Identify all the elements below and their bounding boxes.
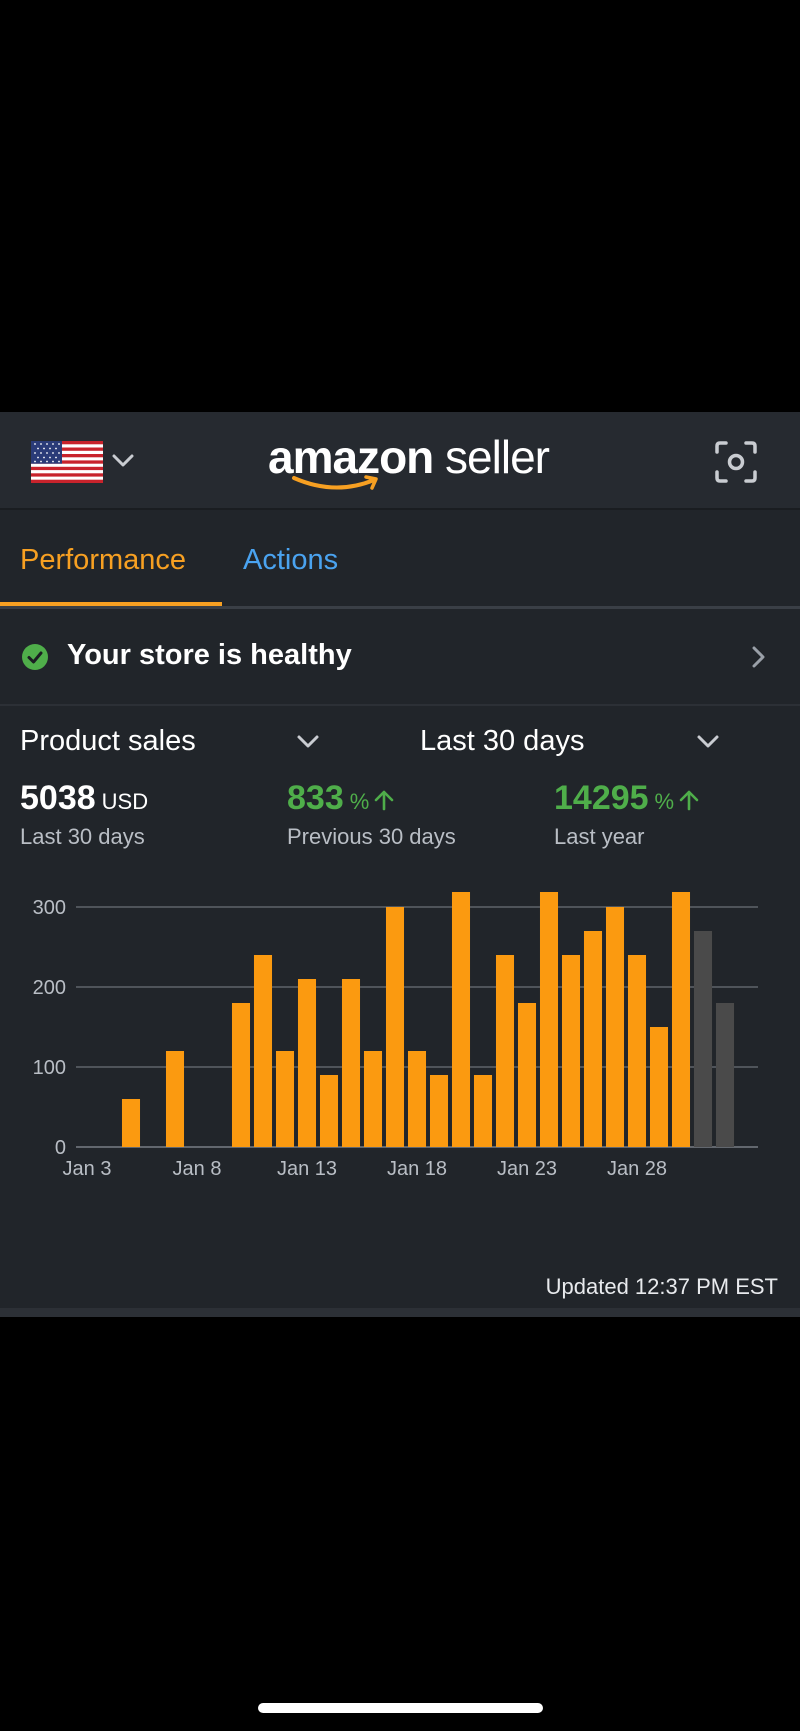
x-tick-label: Jan 18: [387, 1158, 447, 1180]
chart-bar: [649, 1027, 669, 1147]
chart-bar: [561, 955, 581, 1147]
chart-bar: [165, 1051, 185, 1147]
check-circle-icon: [22, 644, 48, 670]
tab-actions[interactable]: Actions: [243, 544, 339, 576]
chevron-down-icon[interactable]: [110, 448, 136, 474]
amazon-smile-icon: [292, 475, 378, 490]
x-tick-label: Jan 3: [63, 1158, 112, 1180]
x-tick-label: Jan 13: [277, 1158, 337, 1180]
metric-caption: Last 30 days: [20, 824, 145, 849]
chart-bar: [407, 1051, 427, 1147]
chart-bar: [319, 1075, 339, 1147]
chart-bar: [297, 979, 317, 1147]
chart-bar: [275, 1051, 295, 1147]
chevron-right-icon[interactable]: [746, 643, 770, 671]
period-dropdown[interactable]: Last 30 days: [420, 717, 720, 767]
tab-bar: Performance Actions: [0, 510, 800, 609]
chart-bar: [495, 955, 515, 1147]
metric-total-sales: 5038 USD Last 30 days: [20, 778, 148, 850]
store-health-text: Your store is healthy: [67, 639, 352, 671]
y-tick-label: 200: [33, 977, 66, 999]
metric-value: 5038: [20, 779, 96, 817]
chart-bar: [231, 1003, 251, 1147]
top-bar: amazon seller: [0, 412, 800, 510]
camera-scan-icon[interactable]: [714, 440, 758, 484]
metric-vs-previous: 833% Previous 30 days: [287, 778, 456, 850]
chart-bar: [517, 1003, 537, 1147]
last-updated-text: Updated 12:37 PM EST: [545, 1274, 778, 1299]
metric-caption: Last year: [554, 824, 645, 849]
metric-vs-last-year: 14295% Last year: [554, 778, 700, 850]
x-tick-label: Jan 23: [497, 1158, 557, 1180]
tab-performance[interactable]: Performance: [20, 544, 187, 576]
chart-bar: [693, 931, 713, 1147]
metric-unit: USD: [101, 789, 149, 814]
metric-value: 14295: [554, 779, 649, 817]
logo-text: amazon seller: [268, 431, 550, 483]
chart-bar: [627, 955, 647, 1147]
x-tick-label: Jan 28: [607, 1158, 667, 1180]
chart-bar: [363, 1051, 383, 1147]
x-tick-label: Jan 8: [173, 1158, 222, 1180]
chart-bar: [385, 907, 405, 1147]
y-tick-label: 300: [33, 897, 66, 919]
chart-bar: [253, 955, 273, 1147]
active-tab-indicator: [0, 602, 222, 606]
amazon-seller-logo: amazon seller: [268, 430, 550, 494]
chart-bar: [451, 892, 471, 1147]
metric-dropdown-label: Product sales: [20, 725, 196, 757]
chart-bar: [583, 931, 603, 1147]
metric-dropdown[interactable]: Product sales: [20, 717, 320, 767]
chart-bar: [121, 1099, 141, 1147]
chevron-down-icon: [297, 735, 319, 748]
y-tick-label: 100: [33, 1057, 66, 1079]
metric-unit: %: [349, 789, 370, 814]
chart-bar: [473, 1075, 493, 1147]
chart-bar: [429, 1075, 449, 1147]
period-dropdown-label: Last 30 days: [420, 725, 585, 757]
home-indicator[interactable]: [258, 1703, 543, 1713]
arrow-up-icon: [374, 790, 394, 811]
chart-bar: [715, 1003, 735, 1147]
app-screen: amazon seller Performance Actions Your: [0, 412, 800, 1317]
sales-bar-chart: 0 100 200 300 Jan 3 Jan 8 Jan 13 Jan 18 Jan 23 Ja…: [33, 892, 758, 1180]
chevron-down-icon: [697, 735, 719, 748]
metric-unit: %: [654, 789, 675, 814]
store-health-row[interactable]: Your store is healthy: [0, 609, 800, 706]
chart-bar: [341, 979, 361, 1147]
metric-value: 833: [287, 779, 344, 817]
us-flag-icon[interactable]: [31, 441, 103, 483]
chart-bar: [605, 907, 625, 1147]
chart-bar: [671, 892, 691, 1147]
arrow-up-icon: [679, 790, 699, 811]
bottom-divider: [0, 1308, 800, 1317]
chart-bar: [539, 892, 559, 1147]
metric-caption: Previous 30 days: [287, 824, 456, 849]
y-tick-label: 0: [55, 1137, 66, 1159]
